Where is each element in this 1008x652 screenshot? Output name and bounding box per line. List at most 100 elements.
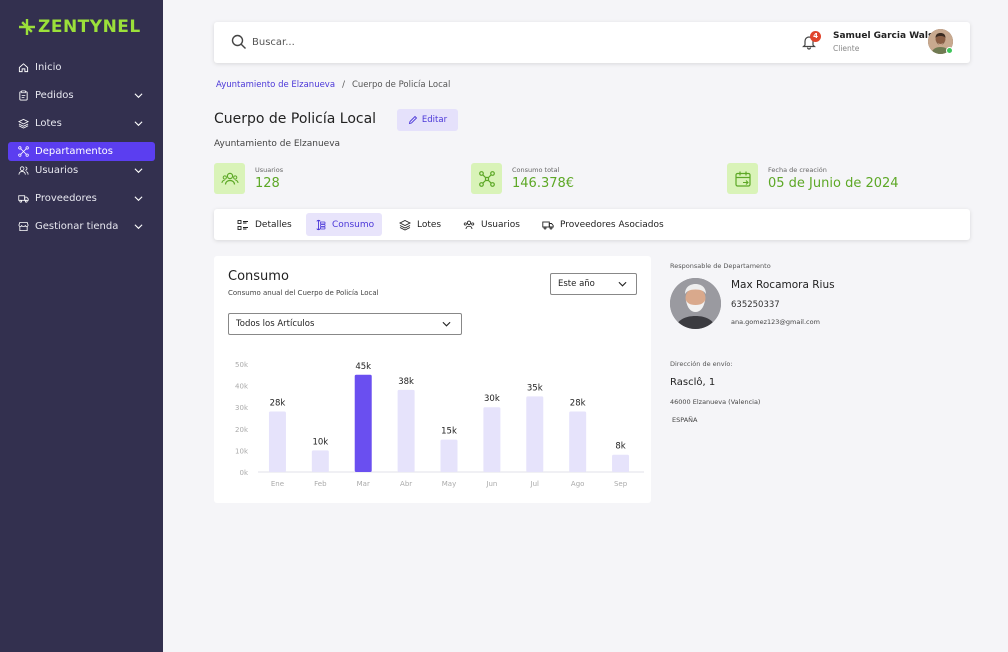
page-title: Cuerpo de Policía Local — [214, 111, 377, 127]
online-status-dot — [946, 47, 953, 54]
sidebar-item-proveedores[interactable]: Proveedores — [8, 189, 155, 208]
period-select-value: Este año — [558, 279, 595, 289]
stat-icon-box — [471, 163, 502, 194]
home-icon — [18, 63, 29, 73]
x-tick-label: Sep — [614, 480, 628, 488]
articles-select[interactable]: Todos los Artículos — [228, 313, 462, 335]
search-input[interactable] — [252, 33, 652, 51]
sidebar-item-inicio[interactable]: Inicio — [8, 58, 155, 77]
edit-button-label: Editar — [421, 115, 448, 125]
truck-icon — [18, 195, 29, 203]
sidebar-item-label: Proveedores — [35, 193, 97, 204]
chart-bar-feb[interactable] — [311, 450, 329, 472]
x-tick-label: Jul — [530, 480, 540, 488]
stat-usuarios: Usuarios 128 — [214, 163, 283, 194]
x-tick-label: Ago — [571, 480, 585, 488]
sidebar-item-pedidos[interactable]: Pedidos — [8, 86, 155, 105]
y-tick-label: 50k — [235, 361, 249, 369]
bar-data-label: 38k — [398, 377, 414, 387]
money-icon — [316, 219, 326, 230]
chart-bar-ene[interactable] — [268, 411, 286, 472]
bar-data-label: 10k — [312, 437, 328, 447]
breadcrumb: Ayuntamiento de Elzanueva / Cuerpo de Po… — [216, 80, 450, 90]
responsable-email: ana.gomez123@gmail.com — [731, 318, 820, 326]
tab-usuarios[interactable]: Usuarios — [455, 213, 528, 236]
address-city: 46000 Elzanueva (Valencia) — [670, 398, 761, 406]
sidebar-item-label: Inicio — [35, 62, 62, 73]
articles-select-value: Todos los Artículos — [236, 319, 315, 329]
bar-data-label: 45k — [355, 362, 371, 372]
bar-data-label: 8k — [615, 442, 625, 452]
avatar[interactable] — [928, 29, 953, 54]
consumo-title: Consumo — [228, 269, 289, 284]
chevron-down-icon — [134, 224, 143, 230]
stat-value: 05 de Junio de 2024 — [768, 176, 899, 191]
stat-value: 128 — [255, 176, 280, 191]
y-tick-label: 20k — [235, 426, 249, 434]
consumo-bar-chart: 0k 10k 20k 30k 40k 50k 28k Ene 10k Feb 45k Mar 38k Ab… — [235, 361, 644, 488]
responsable-avatar — [670, 278, 721, 329]
chart-bar-ago[interactable] — [569, 411, 587, 472]
layers-icon — [18, 118, 29, 129]
edit-button[interactable]: Editar — [397, 109, 458, 131]
responsable-label: Responsable de Departamento — [670, 262, 771, 270]
stat-icon-box — [214, 163, 245, 194]
x-tick-label: Ene — [271, 480, 284, 488]
sidebar-item-lotes[interactable]: Lotes — [8, 114, 155, 133]
bar-data-label: 28k — [570, 399, 586, 409]
stat-consumo-total: Consumo total 146.378€ — [471, 163, 574, 194]
tab-label: Usuarios — [481, 219, 520, 230]
sidebar: ZENTYNEL Inicio Pedidos Lotes Departamen… — [0, 0, 163, 652]
calendar-icon — [734, 171, 751, 187]
consumo-subtitle: Consumo anual del Cuerpo de Policía Loca… — [228, 289, 379, 297]
chevron-down-icon — [134, 196, 143, 202]
chart-bar-may[interactable] — [440, 439, 458, 472]
user-name: Samuel Garcia Walser — [833, 31, 944, 41]
users-icon — [221, 172, 238, 185]
responsable-name: Max Rocamora Rius — [731, 279, 835, 291]
tab-detalles[interactable]: Detalles — [229, 213, 300, 236]
bar-data-label: 35k — [527, 383, 543, 393]
chevron-down-icon — [442, 321, 451, 327]
user-role: Cliente — [833, 44, 860, 53]
truck-icon — [542, 221, 554, 229]
chart-bar-sep[interactable] — [612, 454, 630, 472]
bar-data-label: 28k — [270, 399, 286, 409]
tab-bar: Detalles Consumo Lotes Usuarios Proveedo… — [214, 209, 970, 240]
y-tick-label: 10k — [235, 447, 249, 455]
chart-bar-jul[interactable] — [526, 396, 544, 472]
x-tick-label: May — [442, 480, 456, 488]
users-icon — [463, 220, 475, 229]
search-icon — [231, 34, 246, 49]
sidebar-item-label: Lotes — [35, 118, 62, 129]
sidebar-item-departamentos[interactable]: Departamentos — [8, 142, 155, 161]
chevron-down-icon — [618, 281, 627, 287]
tab-consumo[interactable]: Consumo — [306, 213, 383, 236]
sidebar-item-label: Departamentos — [35, 146, 113, 157]
address-country: ESPAÑA — [672, 416, 698, 424]
x-tick-label: Mar — [357, 480, 370, 488]
brand-logo[interactable]: ZENTYNEL — [19, 17, 141, 37]
sidebar-item-usuarios[interactable]: Usuarios — [8, 161, 155, 180]
sidebar-item-gestionar-tienda[interactable]: Gestionar tienda — [8, 217, 155, 236]
x-tick-label: Feb — [314, 480, 327, 488]
chart-bar-mar[interactable] — [354, 374, 372, 472]
brand-name: ZENTYNEL — [38, 17, 141, 37]
x-tick-label: Abr — [400, 480, 412, 488]
tab-lotes[interactable]: Lotes — [391, 213, 449, 236]
top-bar: 4 Samuel Garcia Walser Cliente — [214, 22, 970, 63]
list-icon — [237, 219, 248, 230]
network-icon — [478, 170, 495, 187]
stat-fecha-creacion: Fecha de creación 05 de Junio de 2024 — [727, 163, 899, 194]
chart-bar-jun[interactable] — [483, 407, 501, 472]
bar-data-label: 30k — [484, 394, 500, 404]
breadcrumb-parent-link[interactable]: Ayuntamiento de Elzanueva — [216, 80, 336, 90]
store-icon — [18, 221, 29, 232]
tab-label: Lotes — [417, 219, 442, 230]
tab-label: Consumo — [332, 219, 375, 230]
chart-bar-abr[interactable] — [397, 389, 415, 472]
tab-proveedores-asociados[interactable]: Proveedores Asociados — [534, 213, 672, 236]
period-select[interactable]: Este año — [550, 273, 637, 295]
sidebar-item-label: Usuarios — [35, 165, 79, 176]
page-subtitle: Ayuntamiento de Elzanueva — [214, 139, 341, 149]
